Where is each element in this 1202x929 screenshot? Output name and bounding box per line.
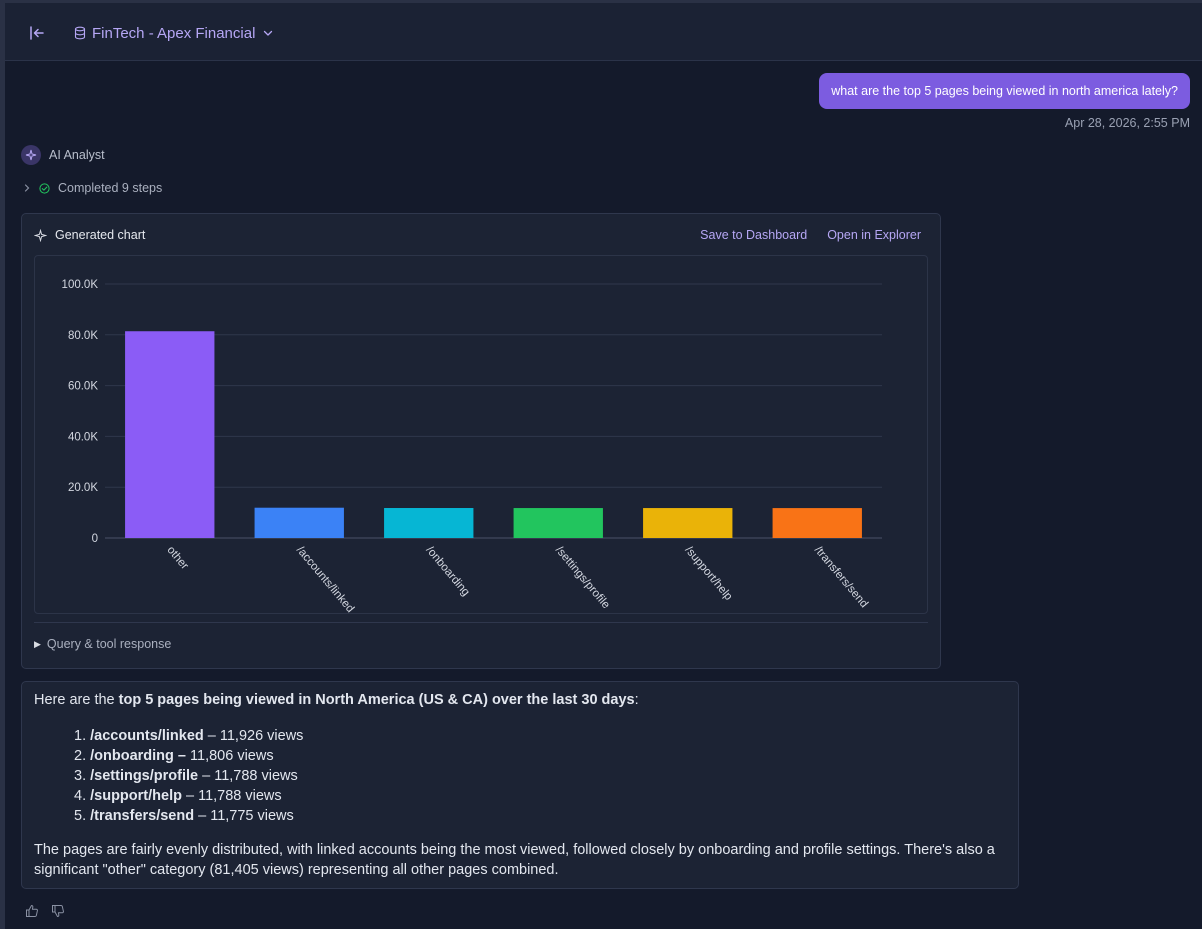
- caret-right-icon: ▶: [34, 638, 41, 649]
- steps-label: Completed 9 steps: [58, 181, 163, 195]
- y-tick-label: 20.0K: [68, 482, 98, 494]
- answer-intro-bold: top 5 pages being viewed in North Americ…: [118, 692, 635, 708]
- query-toggle-label: Query & tool response: [46, 637, 172, 651]
- answer-summary: The pages are fairly evenly distributed,…: [34, 842, 995, 878]
- page-path: /accounts/linked: [90, 728, 204, 744]
- page-views: 11,806 views: [185, 748, 274, 764]
- project-selector[interactable]: FinTech - Apex Financial: [73, 22, 274, 44]
- list-item: 3. /settings/profile – 11,788 views: [74, 766, 303, 786]
- collapse-left-icon: [30, 26, 44, 40]
- sparkle-icon: [25, 149, 37, 161]
- thumbs-down-button[interactable]: [51, 904, 65, 918]
- answer-card: Here are the top 5 pages being viewed in…: [21, 681, 1019, 889]
- check-circle-icon: [39, 182, 50, 194]
- page-views: – 11,926 views: [203, 728, 304, 744]
- y-tick-label: 0: [92, 533, 98, 545]
- bar[interactable]: [384, 508, 474, 538]
- page-views: – 11,788 views: [181, 788, 282, 804]
- chevron-down-icon: [264, 30, 273, 36]
- chart-card-actions: Save to Dashboard Open in Explorer: [700, 228, 921, 242]
- database-icon: [74, 26, 86, 40]
- answer-list: 1. /accounts/linked – 11,926 views 2. /o…: [74, 726, 303, 826]
- sparkle-icon: [34, 228, 47, 242]
- query-toggle[interactable]: ▶ Query & tool response: [34, 637, 171, 651]
- chart-card-header: Generated chart: [34, 228, 145, 242]
- x-tick-label: /settings/profile: [553, 544, 612, 611]
- page-path: /transfers/send: [90, 808, 195, 824]
- page-path: /onboarding –: [90, 748, 186, 764]
- top-bar: FinTech - Apex Financial: [5, 3, 1202, 61]
- thumbs-down-icon: [52, 905, 64, 917]
- list-item: 2. /onboarding – 11,806 views: [74, 746, 303, 766]
- user-message-bubble: what are the top 5 pages being viewed in…: [819, 73, 1190, 109]
- window-frame-left: [0, 0, 5, 929]
- list-number: 2.: [74, 748, 87, 764]
- chart-card-title: Generated chart: [55, 228, 146, 242]
- list-item: 4. /support/help – 11,788 views: [74, 786, 303, 806]
- thumbs-up-icon: [26, 905, 38, 917]
- y-tick-label: 100.0K: [62, 279, 99, 291]
- x-tick-label: /transfers/send: [812, 544, 870, 610]
- save-to-dashboard-button[interactable]: Save to Dashboard: [700, 228, 808, 242]
- list-item: 5. /transfers/send – 11,775 views: [74, 806, 303, 826]
- list-number: 3.: [74, 768, 87, 784]
- user-message-timestamp: Apr 28, 2026, 2:55 PM: [1064, 116, 1190, 130]
- assistant-avatar: [21, 145, 41, 165]
- bar[interactable]: [772, 508, 862, 538]
- thumbs-up-button[interactable]: [25, 904, 39, 918]
- list-number: 4.: [74, 788, 87, 804]
- y-tick-label: 60.0K: [68, 381, 98, 393]
- divider: [34, 622, 928, 623]
- page-views: – 11,775 views: [194, 808, 294, 824]
- bar[interactable]: [254, 507, 344, 538]
- project-name: FinTech - Apex Financial: [92, 24, 256, 42]
- steps-toggle[interactable]: Completed 9 steps: [23, 181, 162, 195]
- chevron-right-icon: [24, 184, 30, 192]
- list-number: 5.: [74, 808, 87, 824]
- user-message-text: what are the top 5 pages being viewed in…: [831, 84, 1178, 98]
- chart-card: Generated chart Save to Dashboard Open i…: [21, 213, 941, 669]
- answer-intro-end: :: [634, 692, 639, 708]
- feedback-buttons: [25, 904, 65, 918]
- collapse-sidebar-button[interactable]: [27, 23, 47, 43]
- x-tick-label: /onboarding: [423, 544, 471, 598]
- window-frame-top: [0, 0, 1202, 3]
- bar-chart: 0 20.0K 40.0K 60.0K 80.0K 100.0K other/account…: [62, 279, 882, 613]
- bar[interactable]: [125, 331, 215, 538]
- assistant-header: AI Analyst: [21, 145, 105, 165]
- y-tick-label: 40.0K: [68, 431, 98, 443]
- chart-plot-area: 0 20.0K 40.0K 60.0K 80.0K 100.0K other/account…: [34, 255, 928, 614]
- x-tick-label: other: [164, 544, 190, 572]
- assistant-name: AI Analyst: [49, 148, 105, 162]
- answer-intro: Here are the top 5 pages being viewed in…: [34, 690, 639, 710]
- page-path: /support/help: [90, 788, 182, 804]
- list-number: 1.: [74, 728, 87, 744]
- list-item: 1. /accounts/linked – 11,926 views: [74, 726, 303, 746]
- x-tick-label: /accounts/linked: [294, 544, 356, 613]
- page-path: /settings/profile: [90, 768, 199, 784]
- bar[interactable]: [643, 508, 733, 538]
- y-tick-label: 80.0K: [68, 330, 98, 342]
- bar[interactable]: [513, 508, 603, 538]
- x-tick-label: /support/help: [682, 544, 734, 603]
- page-views: – 11,788 views: [198, 768, 298, 784]
- open-in-explorer-button[interactable]: Open in Explorer: [827, 228, 921, 242]
- answer-intro-text: Here are the: [34, 692, 119, 708]
